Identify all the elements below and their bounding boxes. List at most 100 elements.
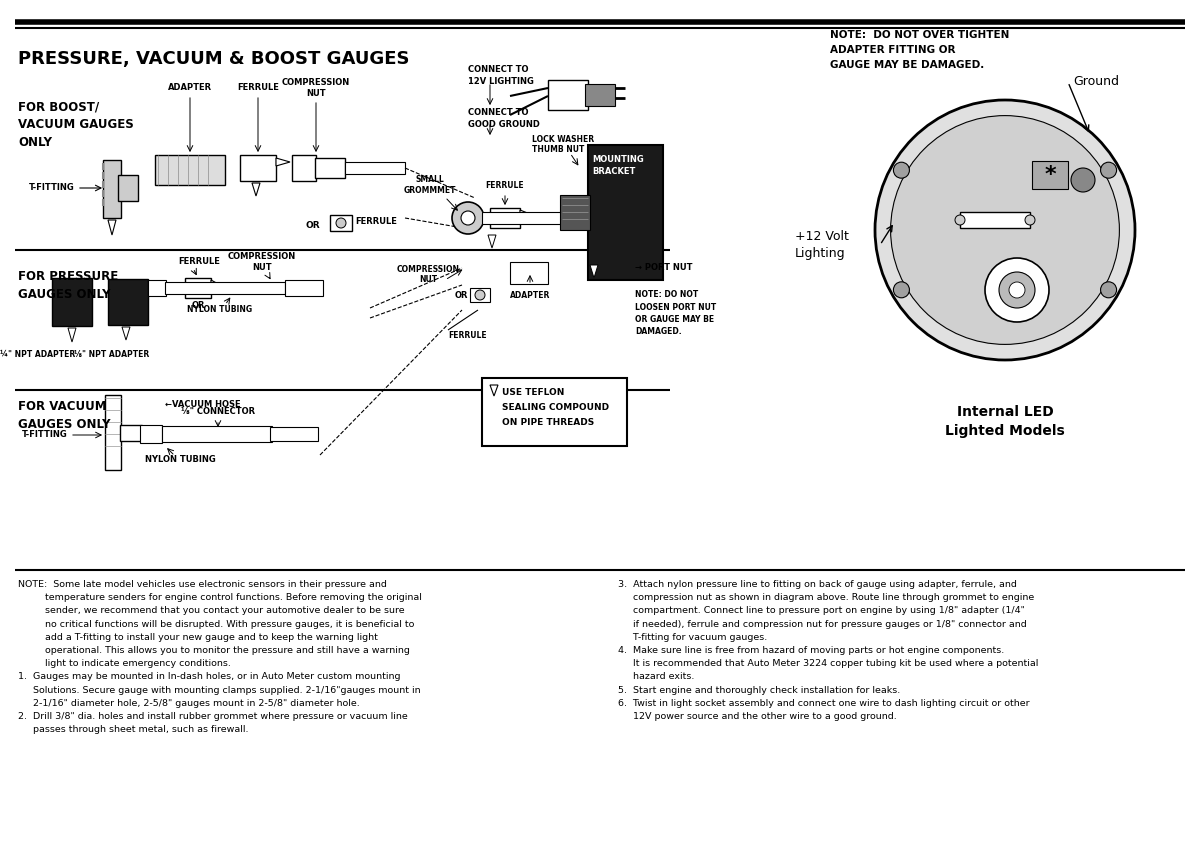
Bar bbox=[560, 195, 590, 230]
Circle shape bbox=[475, 290, 485, 300]
Polygon shape bbox=[590, 265, 598, 278]
Text: NOTE:  DO NOT OVER TIGHTEN
ADAPTER FITTING OR
GAUGE MAY BE DAMAGED.: NOTE: DO NOT OVER TIGHTEN ADAPTER FITTIN… bbox=[830, 30, 1009, 69]
Bar bbox=[240, 155, 276, 181]
Text: NYLON TUBING: NYLON TUBING bbox=[187, 305, 252, 315]
Bar bbox=[470, 288, 490, 302]
Text: 3.  Attach nylon pressure line to fitting on back of gauge using adapter, ferrul: 3. Attach nylon pressure line to fitting… bbox=[618, 580, 1038, 721]
Polygon shape bbox=[490, 385, 498, 396]
Circle shape bbox=[894, 282, 910, 298]
Text: FOR VACUUM
GAUGES ONLY: FOR VACUUM GAUGES ONLY bbox=[18, 400, 110, 431]
Text: NUT: NUT bbox=[419, 275, 437, 285]
Circle shape bbox=[998, 272, 1034, 308]
Bar bbox=[286, 280, 323, 296]
Text: COMPRESSION: COMPRESSION bbox=[396, 266, 460, 274]
Text: FERRULE: FERRULE bbox=[448, 331, 487, 339]
Text: ADAPTER: ADAPTER bbox=[168, 84, 212, 92]
Bar bbox=[314, 158, 346, 178]
Bar bbox=[330, 215, 352, 231]
Bar bbox=[490, 208, 520, 228]
Polygon shape bbox=[108, 220, 116, 235]
Bar bbox=[103, 160, 121, 218]
Text: OR: OR bbox=[192, 300, 205, 310]
Circle shape bbox=[985, 258, 1049, 322]
Bar bbox=[162, 426, 272, 442]
Text: ⅛" NPT ADAPTER: ⅛" NPT ADAPTER bbox=[74, 351, 150, 359]
Text: OR: OR bbox=[305, 221, 319, 229]
Polygon shape bbox=[252, 183, 260, 196]
Text: FERRULE: FERRULE bbox=[178, 257, 220, 267]
Bar bbox=[482, 378, 628, 446]
Circle shape bbox=[461, 211, 475, 225]
Text: T-FITTING: T-FITTING bbox=[29, 184, 74, 192]
Bar bbox=[270, 427, 318, 441]
Bar bbox=[140, 425, 162, 443]
Text: ON PIPE THREADS: ON PIPE THREADS bbox=[502, 418, 594, 427]
Bar bbox=[185, 278, 211, 298]
Text: NOTE:  Some late model vehicles use electronic sensors in their pressure and
   : NOTE: Some late model vehicles use elect… bbox=[18, 580, 422, 734]
Polygon shape bbox=[276, 158, 290, 166]
Text: FERRULE: FERRULE bbox=[486, 180, 524, 190]
Polygon shape bbox=[122, 327, 130, 340]
Bar bbox=[108, 279, 148, 325]
Text: CONNECT TO
GOOD GROUND: CONNECT TO GOOD GROUND bbox=[468, 108, 540, 129]
Text: FERRULE: FERRULE bbox=[355, 216, 397, 226]
Text: → PORT NUT: → PORT NUT bbox=[635, 263, 692, 273]
Polygon shape bbox=[488, 235, 496, 248]
Text: ADAPTER: ADAPTER bbox=[510, 291, 550, 299]
Bar bbox=[482, 212, 587, 224]
Bar bbox=[588, 145, 662, 280]
Text: COMPRESSION
NUT: COMPRESSION NUT bbox=[282, 78, 350, 98]
Text: NOTE: DO NOT
LOOSEN PORT NUT
OR GAUGE MAY BE
DAMAGED.: NOTE: DO NOT LOOSEN PORT NUT OR GAUGE MA… bbox=[635, 290, 716, 337]
Circle shape bbox=[894, 162, 910, 178]
Text: LOCK WASHER: LOCK WASHER bbox=[532, 135, 594, 144]
Bar bbox=[155, 155, 226, 185]
Text: CONNECT TO
12V LIGHTING: CONNECT TO 12V LIGHTING bbox=[468, 65, 534, 86]
Bar bbox=[166, 282, 286, 294]
Text: ¼" NPT ADAPTER: ¼" NPT ADAPTER bbox=[0, 351, 76, 359]
Text: SEALING COMPOUND: SEALING COMPOUND bbox=[502, 403, 610, 412]
Text: FOR PRESSURE
GAUGES ONLY: FOR PRESSURE GAUGES ONLY bbox=[18, 270, 119, 301]
Circle shape bbox=[1100, 162, 1116, 178]
Text: USE TEFLON: USE TEFLON bbox=[502, 388, 564, 397]
Circle shape bbox=[1025, 215, 1034, 225]
Bar bbox=[148, 280, 166, 296]
Circle shape bbox=[875, 100, 1135, 360]
Circle shape bbox=[1009, 282, 1025, 298]
Bar bbox=[586, 84, 616, 106]
Text: OR: OR bbox=[455, 291, 468, 299]
Bar bbox=[1032, 161, 1068, 189]
Bar bbox=[106, 395, 121, 470]
Bar bbox=[120, 425, 142, 441]
Bar bbox=[346, 162, 406, 174]
Polygon shape bbox=[68, 328, 76, 342]
Text: Ground: Ground bbox=[1073, 75, 1120, 89]
Circle shape bbox=[1100, 282, 1116, 298]
Circle shape bbox=[1072, 168, 1096, 192]
Circle shape bbox=[336, 218, 346, 228]
Text: ⅛" CONNECTOR: ⅛" CONNECTOR bbox=[181, 408, 256, 416]
Circle shape bbox=[890, 115, 1120, 345]
Bar bbox=[52, 278, 92, 326]
Text: T-FITTING: T-FITTING bbox=[23, 431, 68, 439]
Bar bbox=[548, 80, 588, 110]
Bar bbox=[960, 212, 1030, 228]
Text: COMPRESSION
NUT: COMPRESSION NUT bbox=[228, 251, 296, 273]
Polygon shape bbox=[520, 210, 535, 222]
Text: ←VACUUM HOSE: ←VACUUM HOSE bbox=[166, 400, 241, 410]
Text: Internal LED
Lighted Models: Internal LED Lighted Models bbox=[946, 405, 1064, 439]
Bar bbox=[292, 155, 316, 181]
Text: FERRULE: FERRULE bbox=[238, 84, 278, 92]
Circle shape bbox=[452, 202, 484, 234]
Text: *: * bbox=[1044, 165, 1056, 185]
Text: FOR BOOST/
VACUUM GAUGES
ONLY: FOR BOOST/ VACUUM GAUGES ONLY bbox=[18, 100, 133, 149]
Text: SMALL
GROMMMET: SMALL GROMMMET bbox=[403, 174, 456, 196]
Text: PRESSURE, VACUUM & BOOST GAUGES: PRESSURE, VACUUM & BOOST GAUGES bbox=[18, 50, 409, 68]
Text: THUMB NUT: THUMB NUT bbox=[532, 145, 584, 155]
Circle shape bbox=[955, 215, 965, 225]
Text: MOUNTING
BRACKET: MOUNTING BRACKET bbox=[592, 155, 643, 176]
Bar bbox=[118, 175, 138, 201]
Polygon shape bbox=[211, 280, 222, 292]
Text: NYLON TUBING: NYLON TUBING bbox=[145, 456, 215, 464]
Text: +12 Volt
Lighting: +12 Volt Lighting bbox=[796, 229, 848, 261]
Bar bbox=[510, 262, 548, 284]
